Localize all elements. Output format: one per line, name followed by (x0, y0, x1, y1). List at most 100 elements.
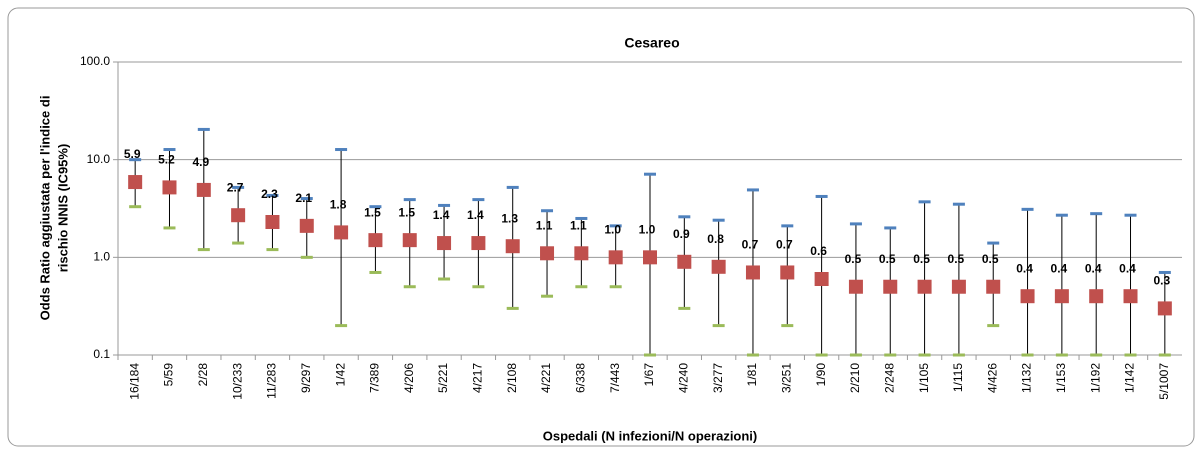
y-tick-label: 10.0 (87, 152, 111, 166)
x-tick-label: 3/251 (779, 363, 793, 393)
y-tick-label: 1.0 (93, 250, 110, 264)
value-label: 2.7 (227, 180, 244, 194)
value-label: 0.3 (1153, 274, 1170, 288)
marker (471, 236, 486, 251)
x-tick-label: 7/389 (368, 363, 382, 393)
x-tick-label: 4/221 (539, 363, 553, 393)
value-label: 0.4 (1119, 261, 1136, 275)
value-label: 0.5 (913, 252, 930, 266)
marker (986, 279, 1001, 294)
marker (574, 246, 589, 261)
marker (883, 279, 898, 294)
marker (814, 272, 829, 287)
x-axis-title: Ospedali (N infezioni/N operazioni) (543, 428, 758, 443)
marker (677, 254, 692, 269)
x-tick-label: 1/81 (745, 363, 759, 387)
x-tick-label: 5/1007 (1157, 363, 1171, 400)
x-tick-label: 5/59 (162, 363, 176, 387)
x-tick-label: 1/192 (1088, 363, 1102, 393)
x-tick-label: 4/426 (985, 363, 999, 393)
x-tick-label: 9/297 (299, 363, 313, 393)
marker (540, 246, 555, 261)
value-label: 1.0 (604, 223, 621, 237)
marker (196, 182, 211, 197)
x-tick-label: 6/338 (574, 363, 588, 393)
value-label: 0.7 (776, 238, 793, 252)
x-tick-label: 3/277 (711, 363, 725, 393)
marker (231, 208, 246, 223)
chart-title: Cesareo (624, 35, 679, 51)
x-tick-label: 2/108 (505, 363, 519, 393)
x-tick-label: 1/42 (333, 363, 347, 387)
y-tick-label: 100.0 (80, 54, 110, 68)
value-label: 0.4 (1085, 261, 1102, 275)
marker (745, 265, 760, 280)
value-label: 1.0 (639, 223, 656, 237)
marker (951, 279, 966, 294)
marker (848, 279, 863, 294)
value-label: 0.5 (948, 252, 965, 266)
value-label: 0.4 (1016, 261, 1033, 275)
marker (1020, 289, 1035, 304)
value-label: 0.8 (707, 232, 724, 246)
value-label: 5.9 (124, 147, 141, 161)
x-tick-label: 4/206 (402, 363, 416, 393)
x-tick-label: 11/283 (265, 363, 279, 399)
marker (368, 233, 383, 248)
marker (505, 239, 520, 254)
value-label: 1.3 (501, 211, 518, 225)
value-label: 2.1 (295, 191, 312, 205)
marker (162, 180, 177, 195)
marker (299, 218, 314, 233)
x-tick-label: 1/142 (1123, 363, 1137, 393)
marker (643, 250, 657, 265)
x-tick-label: 1/132 (1020, 363, 1034, 393)
marker (711, 259, 726, 274)
x-tick-label: 1/90 (814, 363, 828, 387)
marker (1123, 289, 1138, 304)
x-tick-label: 2/28 (196, 363, 210, 387)
y-axis-title: rischio NNIS (IC95%) (55, 144, 70, 273)
marker (437, 236, 452, 251)
x-tick-label: 4/240 (676, 363, 690, 393)
x-tick-label: 1/115 (951, 363, 965, 392)
marker (402, 233, 417, 248)
chart-frame (7, 7, 1195, 447)
marker (917, 279, 932, 294)
value-label: 0.9 (673, 227, 690, 241)
value-label: 1.1 (570, 218, 587, 232)
x-tick-label: 10/233 (230, 363, 244, 400)
value-label: 4.9 (192, 155, 209, 169)
x-tick-label: 7/443 (608, 363, 622, 393)
value-label: 0.5 (845, 252, 862, 266)
value-label: 0.5 (879, 252, 896, 266)
y-tick-label: 0.1 (93, 347, 110, 361)
value-label: 1.5 (364, 205, 381, 219)
marker (780, 265, 795, 280)
marker (1054, 289, 1069, 304)
value-label: 2.3 (261, 187, 278, 201)
marker (608, 250, 623, 265)
value-label: 0.4 (1051, 261, 1068, 275)
y-axis-title: Odds Ratio aggiustata per l'indice di (37, 96, 52, 321)
x-tick-label: 5/221 (436, 363, 450, 393)
x-tick-label: 1/105 (917, 363, 931, 393)
value-label: 1.1 (536, 218, 553, 232)
x-tick-label: 1/153 (1054, 363, 1068, 393)
value-label: 1.5 (398, 205, 415, 219)
marker (1089, 289, 1104, 304)
x-tick-label: 2/210 (848, 363, 862, 393)
marker (128, 175, 143, 190)
x-tick-label: 16/184 (127, 363, 141, 400)
value-label: 0.6 (810, 244, 827, 258)
marker (265, 215, 280, 230)
value-label: 1.4 (433, 208, 450, 222)
marker (1157, 301, 1172, 316)
x-tick-label: 2/248 (882, 363, 896, 393)
value-label: 5.2 (158, 153, 175, 167)
value-label: 1.4 (467, 208, 484, 222)
marker (334, 225, 349, 240)
value-label: 0.7 (742, 238, 759, 252)
